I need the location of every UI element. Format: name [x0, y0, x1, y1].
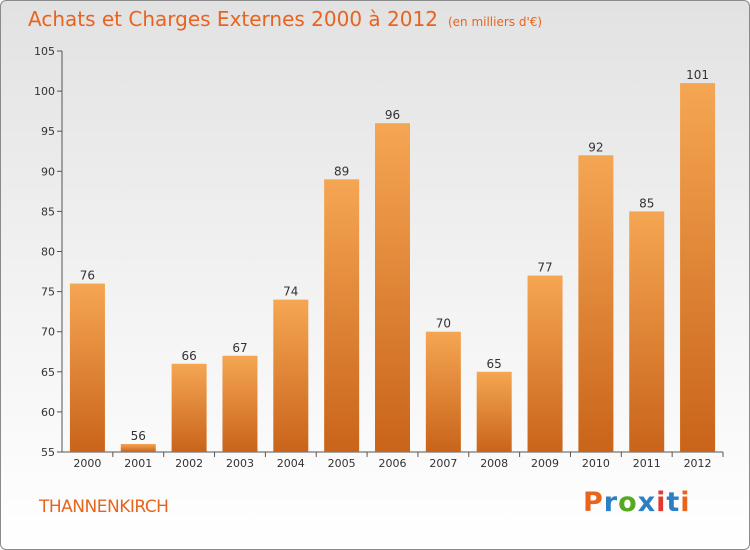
- logo-letter: i: [680, 487, 691, 518]
- logo-letter: t: [666, 487, 681, 518]
- x-tick-label: 2011: [633, 457, 661, 470]
- y-tick-label: 65: [41, 366, 55, 379]
- x-tick-label: 2002: [175, 457, 203, 470]
- bar-value-label: 65: [487, 357, 502, 371]
- bar-value-label: 92: [588, 140, 603, 154]
- bar-2005: [324, 179, 360, 452]
- x-tick-label: 2009: [531, 457, 559, 470]
- bar-2002: [171, 363, 207, 452]
- y-tick-label: 100: [34, 85, 55, 98]
- y-tick-label: 80: [41, 246, 55, 259]
- x-tick-label: 2006: [379, 457, 407, 470]
- logo-letter: P: [583, 487, 604, 518]
- bar-value-label: 56: [131, 429, 146, 443]
- y-tick-label: 60: [41, 406, 55, 419]
- chart-title-text: Achats et Charges Externes 2000 à 2012: [28, 7, 438, 31]
- x-tick-label: 2003: [226, 457, 254, 470]
- bar-value-label: 66: [181, 349, 196, 363]
- bar-2007: [425, 331, 461, 452]
- bar-value-label: 96: [385, 108, 400, 122]
- y-tick-label: 105: [34, 45, 55, 58]
- bar-2004: [273, 299, 309, 452]
- logo-letter: o: [618, 487, 638, 518]
- bar-value-label: 76: [80, 269, 95, 283]
- bar-value-label: 70: [436, 317, 451, 331]
- y-tick-label: 95: [41, 125, 55, 138]
- logo-letter: i: [656, 487, 667, 518]
- bar-2003: [222, 355, 258, 452]
- x-tick-label: 2012: [684, 457, 712, 470]
- bar-2000: [69, 283, 105, 452]
- bar-2008: [476, 371, 512, 452]
- x-tick-label: 2008: [480, 457, 508, 470]
- bar-value-label: 85: [639, 196, 654, 210]
- logo-letter: r: [603, 487, 619, 518]
- bar-value-label: 89: [334, 164, 349, 178]
- x-tick-label: 2004: [277, 457, 305, 470]
- chart-title: Achats et Charges Externes 2000 à 2012 (e…: [28, 7, 542, 31]
- bar-2006: [375, 123, 410, 453]
- bar-2010: [578, 155, 614, 452]
- bar-2001: [120, 443, 156, 452]
- x-tick-label: 2010: [582, 457, 610, 470]
- y-tick-label: 70: [41, 326, 55, 339]
- logo-letter: x: [637, 487, 657, 518]
- bar-value-label: 74: [283, 285, 298, 299]
- y-tick-label: 55: [41, 446, 55, 459]
- bar-2009: [527, 275, 563, 452]
- proxiti-logo[interactable]: Proxiti: [583, 487, 691, 518]
- bar-2011: [629, 211, 665, 452]
- chart-subtitle: (en milliers d'€): [447, 15, 543, 29]
- bar-value-label: 67: [232, 341, 247, 355]
- x-tick-label: 2007: [429, 457, 457, 470]
- y-tick-label: 90: [41, 165, 55, 178]
- y-tick-label: 75: [41, 286, 55, 299]
- x-tick-label: 2001: [124, 457, 152, 470]
- bar-value-label: 101: [686, 68, 709, 82]
- bar-value-label: 77: [537, 261, 552, 275]
- bar-2012: [680, 83, 716, 452]
- y-tick-label: 85: [41, 205, 55, 218]
- commune-name: THANNENKIRCH: [39, 497, 169, 517]
- x-tick-label: 2000: [73, 457, 101, 470]
- x-tick-label: 2005: [328, 457, 356, 470]
